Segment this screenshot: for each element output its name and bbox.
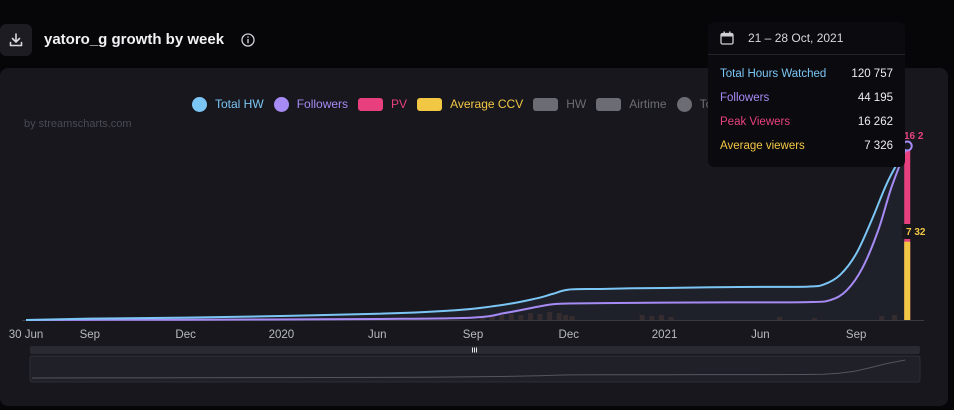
legend-label: Average CCV <box>450 97 524 111</box>
tooltip-row: Peak Viewers 16 262 <box>708 110 905 134</box>
legend-label: Airtime <box>629 97 667 111</box>
x-tick-label: Dec <box>559 329 580 341</box>
tooltip-row: Followers 44 195 <box>708 86 905 110</box>
tooltip-row-value: 7 326 <box>864 140 893 152</box>
tooltip-row-value: 120 757 <box>851 68 893 80</box>
legend-item-followers[interactable]: Followers <box>273 96 349 112</box>
legend-item-airtime[interactable]: Airtime <box>596 97 667 111</box>
legend-label: HW <box>566 97 587 111</box>
info-icon[interactable] <box>241 33 255 47</box>
x-tick-label: Jun <box>751 329 770 341</box>
tooltip-row-label: Followers <box>720 92 770 104</box>
page-title: yatoro_g growth by week <box>44 31 225 48</box>
x-tick-label: 30 Jun <box>9 329 44 341</box>
tooltip-row: Total Hours Watched 120 757 <box>708 62 905 86</box>
legend-item-total-hw[interactable]: Total HW <box>192 96 264 112</box>
legend-swatch <box>676 96 692 112</box>
series-line-followers <box>25 145 909 321</box>
tooltip-row-value: 16 262 <box>857 116 893 128</box>
legend-item-pv[interactable]: PV <box>358 97 407 111</box>
navigator-grip-icon <box>472 347 477 353</box>
download-icon <box>9 33 23 47</box>
legend-item-hw[interactable]: HW <box>533 97 586 111</box>
chart-tooltip: 21 – 28 Oct, 2021 Total Hours Watched 120… <box>708 22 905 167</box>
legend-label: Followers <box>296 97 349 111</box>
x-tick-label: 2021 <box>652 329 678 341</box>
legend-label: Total HW <box>215 97 264 111</box>
pv-end-label: 16 2 <box>904 131 924 142</box>
legend-swatch <box>596 97 622 111</box>
legend-swatch <box>358 97 384 111</box>
navigator[interactable] <box>29 355 921 383</box>
tooltip-header: 21 – 28 Oct, 2021 <box>708 22 905 55</box>
x-tick-label: Jun <box>368 329 387 341</box>
ccv-end-label: 7 32 <box>906 227 926 238</box>
tooltip-row-label: Total Hours Watched <box>720 68 827 80</box>
legend-swatch <box>533 97 559 111</box>
navigator-series-line <box>31 359 906 379</box>
grip-line <box>476 347 477 353</box>
legend-item-average-ccv[interactable]: Average CCV <box>417 97 523 111</box>
download-button[interactable] <box>0 24 32 56</box>
x-tick-label: Dec <box>175 329 196 341</box>
x-tick-label: Sep <box>80 329 100 341</box>
grip-line <box>474 347 475 353</box>
ccv-label-bg <box>902 224 924 239</box>
legend-swatch <box>273 96 289 112</box>
tooltip-row: Average viewers 7 326 <box>708 134 905 158</box>
legend-swatch <box>417 97 443 111</box>
x-tick-label: Sep <box>846 329 866 341</box>
tooltip-row-value: 44 195 <box>857 92 893 104</box>
calendar-icon <box>720 31 734 45</box>
ccv-bar <box>904 241 911 320</box>
legend-swatch <box>192 96 207 112</box>
grip-line <box>472 347 473 353</box>
total-hw-area <box>26 146 908 320</box>
x-tick-label: Sep <box>463 329 483 341</box>
series-line-total-hw <box>25 145 909 321</box>
tooltip-row-label: Average viewers <box>720 140 805 152</box>
x-tick-label: 2020 <box>269 329 295 341</box>
legend-label: PV <box>391 97 408 111</box>
tooltip-row-label: Peak Viewers <box>720 116 791 128</box>
tooltip-date: 21 – 28 Oct, 2021 <box>748 31 844 45</box>
watermark: by streamscharts.com <box>24 118 132 130</box>
